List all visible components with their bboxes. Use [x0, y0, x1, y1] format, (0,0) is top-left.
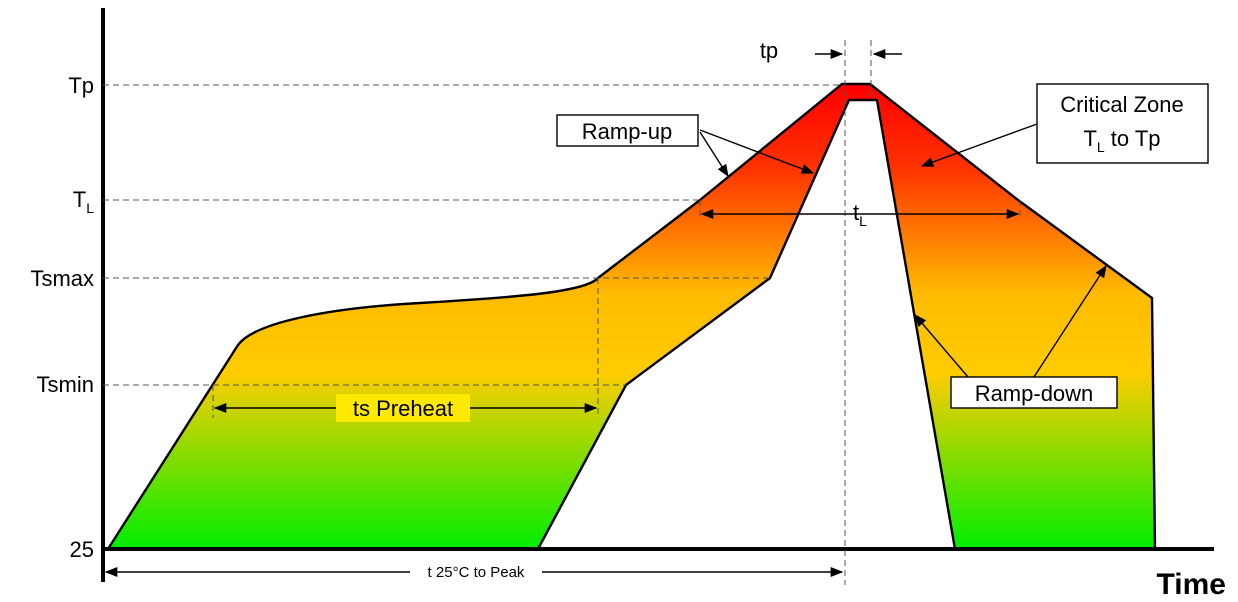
ramp-up-box	[556, 114, 699, 147]
critical-zone-arrow	[920, 123, 1038, 167]
cz-t: T	[1083, 126, 1096, 151]
ramp-up-arrow-1	[699, 131, 729, 178]
ramp-down-arrow-2	[1033, 264, 1107, 378]
cz-sub: L	[1097, 139, 1105, 155]
ramp-down-arrow-1	[914, 314, 969, 378]
t25-to-peak-label-bg	[410, 563, 542, 581]
cz-rest: to Tp	[1105, 126, 1161, 151]
tp-level-label: Tp	[68, 73, 94, 98]
preheat-label-bg	[336, 394, 470, 422]
tl-span-main: t	[853, 200, 859, 225]
t25-to-peak-label: t 25°C to Peak	[428, 564, 525, 581]
ramp-down-label: Ramp-down	[975, 381, 1094, 406]
tl-span-sub: L	[859, 213, 867, 229]
x-axis-title: Time	[1157, 568, 1226, 601]
critical-zone-line1: Critical Zone	[1060, 92, 1183, 117]
tsmin-level-label: Tsmin	[37, 372, 94, 397]
tl-level-label: TL	[73, 187, 94, 216]
ts-preheat-label: ts Preheat	[353, 396, 453, 421]
t25-level-label: 25	[70, 537, 94, 562]
profile-band	[106, 82, 1157, 551]
tl-level-sub: L	[86, 200, 94, 216]
critical-zone-box	[1036, 83, 1209, 164]
ramp-up-arrow-2	[699, 129, 815, 174]
critical-zone-line2: TL to Tp	[1083, 126, 1160, 155]
tsmax-level-label: Tsmax	[30, 266, 94, 291]
tp-top-label: tp	[760, 38, 778, 63]
tl-span-label: tL	[853, 200, 867, 229]
ramp-up-label: Ramp-up	[582, 119, 672, 144]
ramp-down-box	[950, 376, 1118, 409]
tl-level-main: T	[73, 187, 86, 212]
